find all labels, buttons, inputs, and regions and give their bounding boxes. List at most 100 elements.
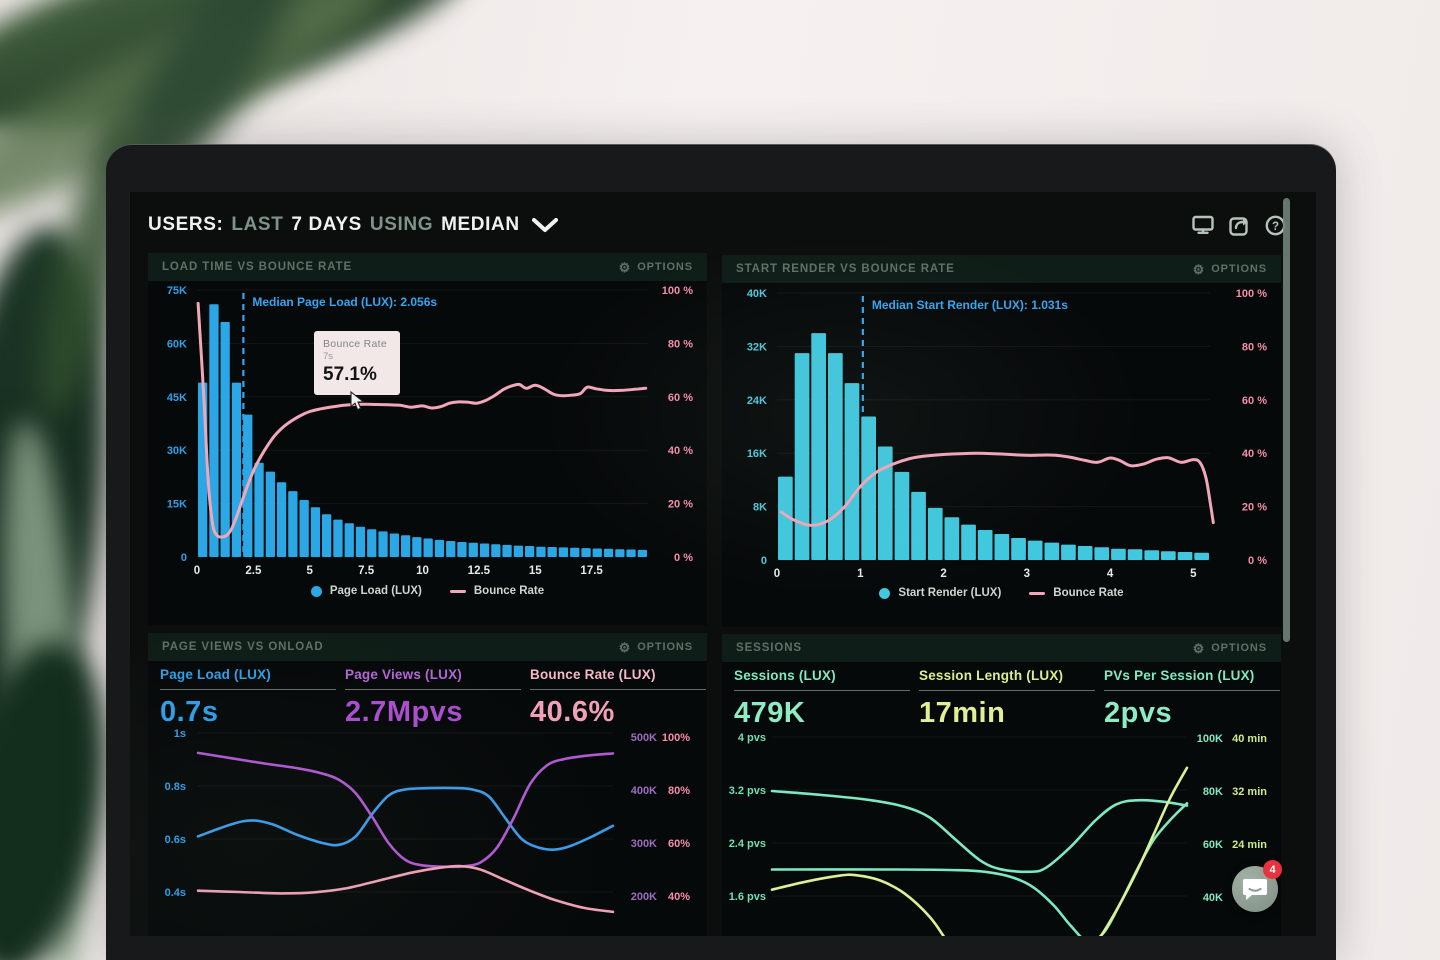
title-median: MEDIAN — [441, 214, 520, 235]
svg-text:60K: 60K — [1203, 839, 1223, 851]
svg-text:40K: 40K — [747, 288, 767, 300]
svg-text:60%: 60% — [668, 838, 690, 850]
metric-value: 40.6% — [530, 696, 615, 728]
svg-text:0: 0 — [194, 565, 200, 577]
metric-label: Sessions (LUX) — [734, 668, 836, 683]
panel-load-time: 75K 60K 45K 30K 15K 0 100 % 80 % 60 % 40 % 20 % 0 %… — [148, 253, 707, 625]
panel-sessions: 4 pvs 3.2 pvs 2.4 pvs 1.6 pvs 100K 80K 60K 40K 4… — [722, 634, 1281, 936]
metric-label: Bounce Rate (LUX) — [530, 667, 656, 682]
metric-value: 17min — [919, 697, 1006, 729]
title-last: LAST — [231, 214, 284, 235]
svg-text:24 min: 24 min — [1232, 839, 1267, 851]
svg-text:0 %: 0 % — [1248, 555, 1267, 567]
svg-text:0.6s: 0.6s — [165, 834, 186, 846]
options-label: OPTIONS — [1211, 642, 1267, 654]
options-button[interactable]: ⚙ OPTIONS — [1193, 263, 1267, 276]
panel-header: SESSIONS ⚙ OPTIONS — [722, 634, 1281, 662]
legend-start-render: Start Render (LUX) — [879, 587, 1001, 599]
svg-text:2.4 pvs: 2.4 pvs — [729, 838, 766, 850]
svg-text:4 pvs: 4 pvs — [738, 732, 766, 744]
display-icon[interactable] — [1192, 214, 1214, 236]
svg-text:80K: 80K — [1203, 786, 1223, 798]
start-render-chart[interactable]: 40K 32K 24K 16K 8K 0 100 % 80 % 60 % 40 % 20 % 0 % 0… — [722, 255, 1281, 627]
title-days: 7 DAYS — [291, 214, 362, 235]
svg-text:20 %: 20 % — [1242, 502, 1267, 514]
metric-label: Session Length (LUX) — [919, 668, 1064, 683]
metric-divider — [1104, 690, 1280, 691]
share-icon[interactable] — [1228, 214, 1250, 236]
svg-text:60K: 60K — [167, 338, 187, 350]
legend-page-load: Page Load (LUX) — [310, 585, 422, 597]
svg-text:1s: 1s — [174, 728, 186, 740]
legend-dash-icon — [1029, 591, 1046, 595]
svg-text:400K: 400K — [631, 785, 657, 797]
panel-title: PAGE VIEWS VS ONLOAD — [162, 641, 324, 653]
sessions-chart[interactable]: 4 pvs 3.2 pvs 2.4 pvs 1.6 pvs 100K 80K 60K 40K 4… — [722, 634, 1281, 936]
svg-text:30K: 30K — [167, 445, 187, 457]
panel-title: LOAD TIME VS BOUNCE RATE — [162, 261, 353, 273]
svg-text:60 %: 60 % — [1242, 395, 1267, 407]
svg-text:3.2 pvs: 3.2 pvs — [729, 785, 766, 797]
svg-text:0.8s: 0.8s — [165, 781, 186, 793]
chart-legend: Page Load (LUX) Bounce Rate — [148, 585, 707, 597]
panel-title: START RENDER VS BOUNCE RATE — [736, 263, 955, 275]
chat-button[interactable] — [1232, 866, 1278, 912]
svg-text:0 %: 0 % — [674, 552, 693, 564]
metric-label: Page Load (LUX) — [160, 667, 272, 682]
svg-text:80 %: 80 % — [668, 338, 693, 350]
options-label: OPTIONS — [637, 641, 693, 653]
svg-text:?: ? — [1271, 221, 1278, 233]
svg-text:2: 2 — [940, 568, 946, 580]
mouse-cursor-icon — [350, 390, 367, 416]
metrics-row: Page Load (LUX) 0.7s Page Views (LUX) 2.… — [148, 667, 707, 733]
metric-value: 0.7s — [160, 696, 219, 728]
metric-divider — [734, 690, 910, 691]
load-time-chart[interactable]: 75K 60K 45K 30K 15K 0 100 % 80 % 60 % 40 % 20 % 0 %… — [148, 253, 707, 625]
metric-label: Page Views (LUX) — [345, 667, 462, 682]
svg-text:1: 1 — [857, 568, 864, 580]
metric-divider — [530, 689, 706, 690]
svg-text:32K: 32K — [747, 341, 767, 353]
scrollbar-thumb[interactable] — [1283, 198, 1290, 642]
svg-text:40K: 40K — [1203, 892, 1223, 904]
app-header: USERS: LAST 7 DAYS USING MEDIAN ? — [148, 208, 1286, 242]
metric-bounce-rate: Bounce Rate (LUX) 40.6% — [530, 667, 706, 729]
svg-text:80%: 80% — [668, 785, 690, 797]
legend-bounce-rate: Bounce Rate — [1029, 587, 1124, 599]
options-button[interactable]: ⚙ OPTIONS — [1193, 642, 1267, 655]
metrics-row: Sessions (LUX) 479K Session Length (LUX)… — [722, 668, 1281, 734]
svg-text:0.4s: 0.4s — [165, 887, 186, 899]
svg-text:500K: 500K — [631, 732, 657, 744]
page-title: USERS: LAST 7 DAYS USING MEDIAN — [148, 214, 558, 236]
legend-dot-icon — [310, 585, 322, 597]
metric-page-load: Page Load (LUX) 0.7s — [160, 667, 336, 729]
gear-icon: ⚙ — [618, 259, 632, 275]
chevron-down-icon[interactable] — [531, 217, 558, 233]
laptop: USERS: LAST 7 DAYS USING MEDIAN ? — [106, 144, 1336, 960]
svg-text:24K: 24K — [747, 395, 767, 407]
title-users: USERS: — [148, 214, 224, 235]
svg-text:300K: 300K — [631, 838, 657, 850]
chart-tooltip: Bounce Rate 7s 57.1% — [314, 331, 400, 395]
legend-label: Page Load (LUX) — [329, 585, 422, 597]
tooltip-title: Bounce Rate — [323, 338, 388, 350]
svg-text:100%: 100% — [662, 732, 690, 744]
svg-text:10: 10 — [416, 565, 429, 577]
metric-divider — [919, 690, 1095, 691]
gear-icon: ⚙ — [618, 639, 632, 655]
svg-text:80 %: 80 % — [1242, 341, 1267, 353]
options-button[interactable]: ⚙ OPTIONS — [619, 641, 693, 654]
legend-label: Bounce Rate — [1053, 587, 1124, 599]
panel-header: LOAD TIME VS BOUNCE RATE ⚙ OPTIONS — [148, 253, 707, 281]
panel-header: PAGE VIEWS VS ONLOAD ⚙ OPTIONS — [148, 633, 707, 661]
svg-text:40 %: 40 % — [1242, 448, 1267, 460]
svg-text:60 %: 60 % — [668, 392, 693, 404]
options-label: OPTIONS — [637, 261, 693, 273]
svg-text:100 %: 100 % — [662, 285, 693, 297]
svg-text:16K: 16K — [747, 448, 767, 460]
tooltip-value: 57.1% — [323, 364, 377, 385]
svg-text:8K: 8K — [753, 502, 767, 514]
page-views-chart[interactable]: 1s 0.8s 0.6s 0.4s 500K 400K 300K 200K 100% 80% 60%… — [148, 633, 707, 936]
options-button[interactable]: ⚙ OPTIONS — [619, 261, 693, 274]
metric-divider — [160, 689, 336, 690]
